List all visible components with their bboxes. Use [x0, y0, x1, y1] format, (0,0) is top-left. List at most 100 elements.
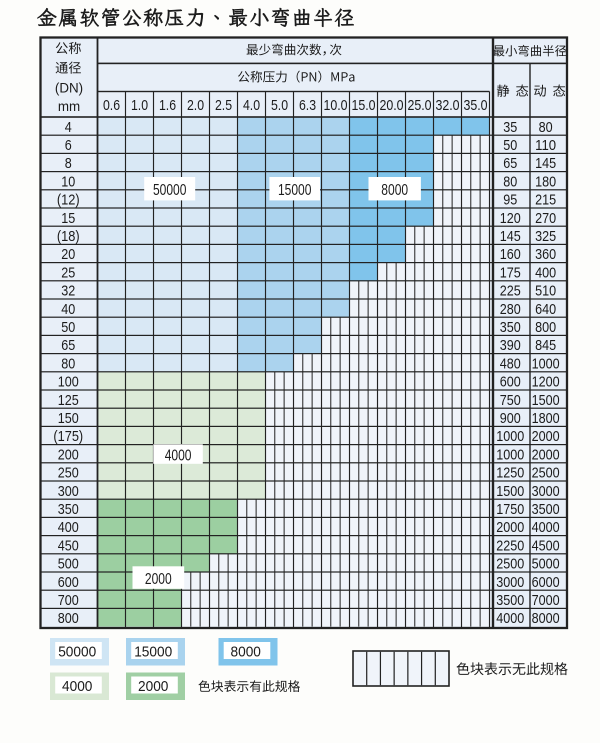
svg-text:1.0: 1.0: [131, 98, 148, 114]
svg-text:1750: 1750: [496, 502, 524, 518]
svg-text:4000: 4000: [532, 520, 560, 536]
svg-text:2000: 2000: [496, 520, 524, 536]
svg-text:215: 215: [535, 193, 556, 209]
svg-text:845: 845: [535, 338, 556, 354]
svg-text:145: 145: [535, 156, 556, 172]
svg-text:20: 20: [61, 247, 75, 263]
svg-text:400: 400: [535, 265, 556, 281]
svg-text:2.0: 2.0: [187, 98, 204, 114]
svg-text:2250: 2250: [496, 538, 524, 554]
svg-text:6000: 6000: [532, 575, 560, 591]
svg-text:2000: 2000: [138, 678, 168, 695]
svg-text:2500: 2500: [532, 466, 560, 482]
svg-text:40: 40: [61, 302, 75, 318]
svg-text:80: 80: [61, 356, 75, 372]
svg-text:200: 200: [58, 447, 79, 463]
svg-text:350: 350: [500, 320, 521, 336]
svg-text:6: 6: [65, 138, 72, 154]
svg-text:2000: 2000: [532, 429, 560, 445]
svg-text:390: 390: [500, 338, 521, 354]
svg-text:100: 100: [58, 375, 79, 391]
svg-text:500: 500: [58, 557, 79, 573]
svg-text:800: 800: [535, 320, 556, 336]
svg-text:1.6: 1.6: [159, 98, 176, 114]
svg-text:1800: 1800: [532, 411, 560, 427]
svg-text:8000: 8000: [231, 644, 261, 661]
svg-text:2000: 2000: [532, 447, 560, 463]
svg-text:8: 8: [65, 156, 72, 172]
svg-text:25: 25: [61, 265, 75, 281]
svg-text:1500: 1500: [496, 484, 524, 500]
svg-text:2500: 2500: [496, 557, 524, 573]
svg-text:3500: 3500: [496, 593, 524, 609]
svg-text:95: 95: [503, 193, 517, 209]
svg-text:750: 750: [500, 393, 521, 409]
svg-text:3000: 3000: [532, 484, 560, 500]
svg-text:mm: mm: [58, 99, 80, 114]
svg-text:(175): (175): [53, 429, 83, 445]
svg-text:35: 35: [503, 120, 517, 136]
svg-text:(DN): (DN): [55, 80, 83, 95]
svg-text:2.5: 2.5: [215, 98, 232, 114]
svg-text:350: 350: [58, 502, 79, 518]
svg-text:(12): (12): [57, 193, 80, 209]
svg-text:125: 125: [58, 393, 79, 409]
svg-text:600: 600: [500, 375, 521, 391]
svg-text:640: 640: [535, 302, 556, 318]
svg-text:65: 65: [503, 156, 517, 172]
svg-text:600: 600: [58, 575, 79, 591]
svg-text:1000: 1000: [532, 356, 560, 372]
svg-text:32: 32: [61, 284, 75, 300]
svg-text:35.0: 35.0: [463, 98, 487, 114]
svg-text:50000: 50000: [58, 644, 96, 661]
svg-text:0.6: 0.6: [103, 98, 120, 114]
svg-text:480: 480: [500, 356, 521, 372]
svg-text:150: 150: [58, 411, 79, 427]
svg-text:10: 10: [61, 174, 75, 190]
svg-text:5.0: 5.0: [271, 98, 288, 114]
svg-text:300: 300: [58, 484, 79, 500]
svg-text:6.3: 6.3: [299, 98, 316, 114]
svg-text:25.0: 25.0: [407, 98, 431, 114]
svg-text:400: 400: [58, 520, 79, 536]
svg-text:8000: 8000: [532, 611, 560, 627]
svg-text:700: 700: [58, 593, 79, 609]
svg-text:32.0: 32.0: [435, 98, 459, 114]
svg-text:15000: 15000: [278, 182, 312, 199]
svg-text:4000: 4000: [62, 678, 92, 695]
svg-text:325: 325: [535, 229, 556, 245]
svg-text:50: 50: [61, 320, 75, 336]
svg-text:175: 175: [500, 265, 521, 281]
svg-text:15.0: 15.0: [351, 98, 375, 114]
svg-text:900: 900: [500, 411, 521, 427]
svg-text:20.0: 20.0: [379, 98, 403, 114]
svg-text:65: 65: [61, 338, 75, 354]
svg-text:50: 50: [503, 138, 517, 154]
svg-text:180: 180: [535, 174, 556, 190]
svg-text:145: 145: [500, 229, 521, 245]
svg-text:10.0: 10.0: [323, 98, 347, 114]
svg-text:(18): (18): [57, 229, 80, 245]
svg-text:8000: 8000: [381, 182, 408, 199]
svg-text:50000: 50000: [153, 182, 187, 199]
svg-text:225: 225: [500, 284, 521, 300]
svg-text:4: 4: [65, 120, 72, 136]
svg-text:450: 450: [58, 538, 79, 554]
svg-text:1500: 1500: [532, 393, 560, 409]
svg-text:120: 120: [500, 211, 521, 227]
svg-text:4.0: 4.0: [243, 98, 260, 114]
svg-text:250: 250: [58, 466, 79, 482]
svg-text:1000: 1000: [496, 447, 524, 463]
svg-text:800: 800: [58, 611, 79, 627]
svg-text:1200: 1200: [532, 375, 560, 391]
svg-text:15000: 15000: [134, 644, 172, 661]
svg-text:7000: 7000: [532, 593, 560, 609]
svg-text:3000: 3000: [496, 575, 524, 591]
svg-text:5000: 5000: [532, 557, 560, 573]
svg-text:160: 160: [500, 247, 521, 263]
svg-text:3500: 3500: [532, 502, 560, 518]
svg-text:280: 280: [500, 302, 521, 318]
svg-text:270: 270: [535, 211, 556, 227]
svg-text:360: 360: [535, 247, 556, 263]
svg-text:4000: 4000: [496, 611, 524, 627]
